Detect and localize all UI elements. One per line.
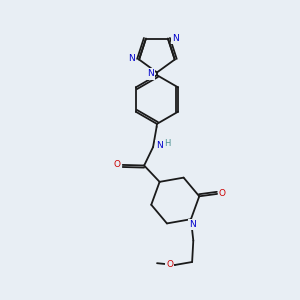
Text: H: H xyxy=(164,139,171,148)
Text: O: O xyxy=(219,189,226,198)
Text: N: N xyxy=(156,141,162,150)
Text: N: N xyxy=(172,34,178,43)
Text: N: N xyxy=(148,70,154,79)
Text: N: N xyxy=(189,220,196,229)
Text: N: N xyxy=(129,54,135,63)
Text: O: O xyxy=(114,160,121,169)
Text: O: O xyxy=(166,260,173,269)
